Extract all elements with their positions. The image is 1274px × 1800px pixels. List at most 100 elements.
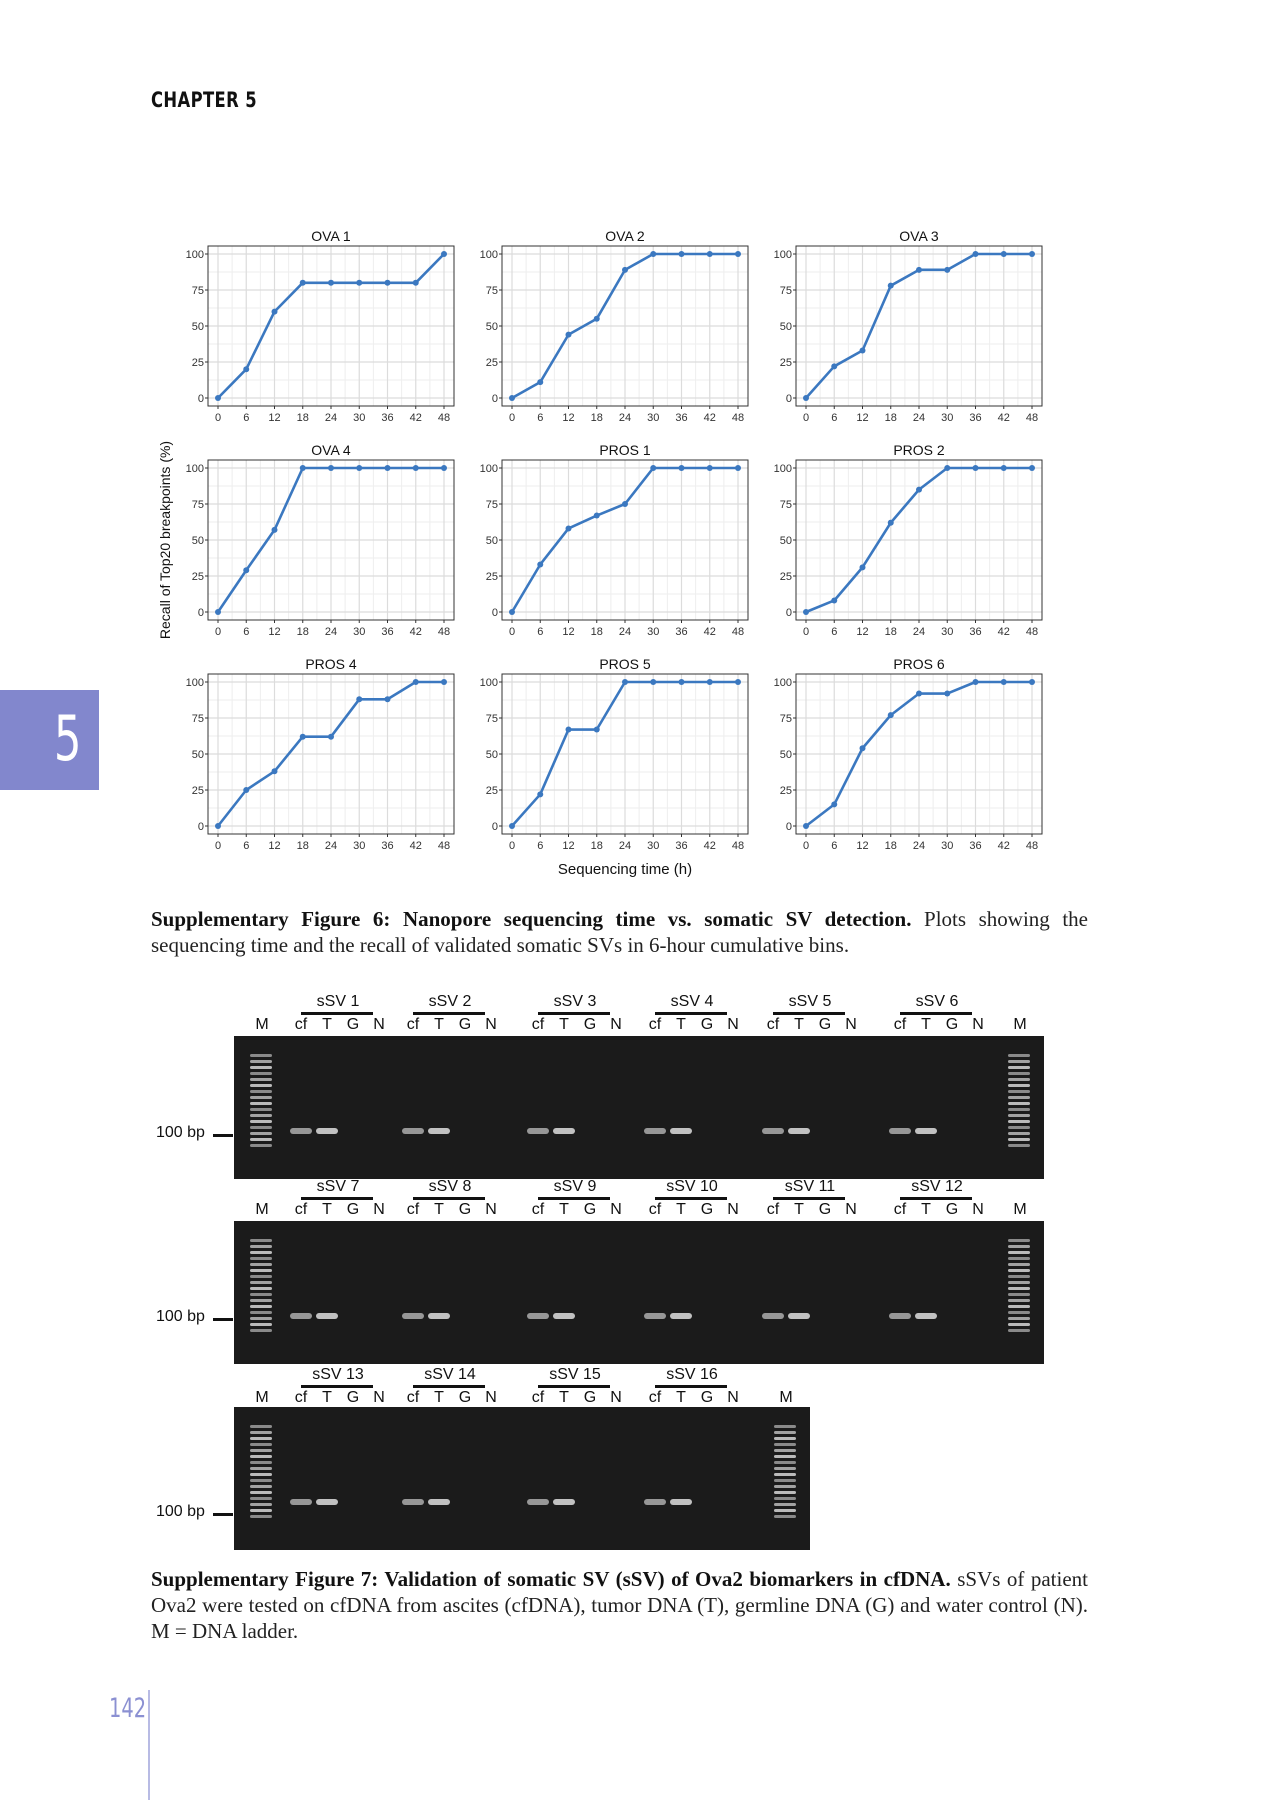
lane-label: G bbox=[458, 1016, 472, 1033]
ladder-band bbox=[250, 1461, 272, 1464]
lane-label: N bbox=[845, 1201, 857, 1218]
x-tick-label: 36 bbox=[675, 840, 687, 852]
lane-label: cf bbox=[531, 1389, 545, 1406]
x-tick-label: 12 bbox=[856, 412, 868, 424]
x-tick-label: 18 bbox=[885, 840, 897, 852]
dna-band bbox=[553, 1313, 575, 1319]
data-point bbox=[299, 279, 306, 286]
data-point bbox=[1000, 679, 1007, 685]
ladder-band bbox=[774, 1425, 796, 1428]
ladder-band bbox=[1008, 1263, 1030, 1266]
dna-band bbox=[670, 1499, 692, 1505]
x-tick-label: 6 bbox=[537, 626, 543, 638]
ladder-band bbox=[250, 1311, 272, 1314]
data-point bbox=[803, 395, 809, 401]
x-tick-label: 18 bbox=[297, 840, 309, 852]
ladder-band bbox=[1008, 1090, 1030, 1093]
x-tick-label: 18 bbox=[591, 412, 603, 424]
y-tick-label: 100 bbox=[774, 249, 792, 261]
ladder-band bbox=[250, 1317, 272, 1320]
data-point bbox=[622, 501, 628, 507]
y-tick-label: 50 bbox=[192, 321, 204, 333]
marker-label: M bbox=[255, 1201, 269, 1218]
lane-label: N bbox=[485, 1016, 497, 1033]
data-point bbox=[328, 733, 334, 740]
y-tick-label: 25 bbox=[192, 357, 204, 369]
ladder-band bbox=[250, 1431, 272, 1434]
data-point bbox=[831, 363, 838, 370]
lane-label: cf bbox=[531, 1201, 545, 1218]
figure-7-caption-text: sSVs of patient Ova2 were tested on cfDN… bbox=[151, 1567, 1088, 1643]
dna-band bbox=[889, 1128, 911, 1134]
x-tick-label: 48 bbox=[1026, 626, 1038, 638]
dna-band bbox=[644, 1499, 666, 1505]
panel-title: PROS 1 bbox=[599, 442, 651, 458]
figure-7-caption: Supplementary Figure 7: Validation of so… bbox=[151, 1566, 1088, 1644]
data-point bbox=[271, 526, 278, 533]
data-point bbox=[243, 787, 250, 793]
ssv-group-label: sSV 12 bbox=[911, 1178, 963, 1195]
data-point bbox=[972, 251, 979, 257]
x-tick-label: 0 bbox=[215, 840, 221, 852]
x-tick-label: 18 bbox=[885, 412, 897, 424]
lane-label: T bbox=[322, 1389, 332, 1406]
dna-band bbox=[527, 1499, 549, 1505]
lane-label: T bbox=[921, 1016, 931, 1033]
lane-label: G bbox=[945, 1201, 959, 1218]
lane-label: T bbox=[322, 1016, 332, 1033]
x-tick-label: 42 bbox=[704, 626, 716, 638]
data-point bbox=[565, 525, 572, 532]
figure-7-caption-bold: Supplementary Figure 7: Validation of so… bbox=[151, 1567, 951, 1591]
ladder-band bbox=[250, 1473, 272, 1476]
data-point bbox=[441, 465, 447, 471]
data-point bbox=[441, 679, 447, 685]
x-tick-label: 48 bbox=[438, 840, 450, 852]
x-axis-label: Sequencing time (h) bbox=[558, 861, 692, 878]
x-tick-label: 24 bbox=[325, 626, 337, 638]
y-tick-label: 100 bbox=[186, 249, 204, 261]
lane-label: N bbox=[972, 1016, 984, 1033]
data-point bbox=[831, 801, 838, 808]
y-tick-label: 50 bbox=[486, 749, 498, 761]
plot-border bbox=[207, 673, 455, 835]
ladder-band bbox=[250, 1102, 272, 1105]
marker-label: M bbox=[779, 1389, 793, 1406]
ssv-group-underline bbox=[301, 1197, 373, 1200]
data-point bbox=[944, 266, 951, 273]
ladder-band bbox=[1008, 1138, 1030, 1141]
dna-band bbox=[428, 1499, 450, 1505]
panel-title: PROS 6 bbox=[893, 656, 945, 672]
chapter-tab-number: 5 bbox=[53, 702, 82, 775]
lane-label: T bbox=[434, 1201, 444, 1218]
y-axis-label: Recall of Top20 breakpoints (%) bbox=[157, 441, 173, 639]
ssv-group-underline bbox=[900, 1197, 972, 1200]
data-point bbox=[916, 690, 922, 697]
x-tick-label: 36 bbox=[969, 412, 981, 424]
y-tick-label: 0 bbox=[786, 821, 792, 833]
x-tick-label: 48 bbox=[732, 626, 744, 638]
ladder-band bbox=[1008, 1329, 1030, 1332]
chapter-heading: CHAPTER 5 bbox=[151, 88, 258, 112]
dna-band bbox=[553, 1499, 575, 1505]
x-tick-label: 48 bbox=[1026, 840, 1038, 852]
x-tick-label: 6 bbox=[243, 412, 249, 424]
ssv-group-label: sSV 11 bbox=[784, 1178, 836, 1195]
ladder-band bbox=[1008, 1245, 1030, 1248]
data-point bbox=[384, 696, 391, 703]
lane-label: N bbox=[610, 1389, 622, 1406]
lane-label: N bbox=[727, 1389, 739, 1406]
dna-band bbox=[788, 1128, 810, 1134]
ladder-band bbox=[250, 1054, 272, 1057]
lane-label: cf bbox=[893, 1201, 907, 1218]
lane-label: N bbox=[845, 1016, 857, 1033]
plot-border bbox=[207, 245, 455, 407]
figure-6-caption-text: Plots showing the sequencing time and th… bbox=[151, 907, 1088, 957]
x-tick-label: 30 bbox=[941, 626, 953, 638]
lane-label: T bbox=[921, 1201, 931, 1218]
ssv-group-underline bbox=[301, 1012, 373, 1015]
x-tick-label: 0 bbox=[509, 412, 515, 424]
ladder-band bbox=[774, 1443, 796, 1446]
gel-image bbox=[234, 1036, 1044, 1179]
panel-title: PROS 5 bbox=[599, 656, 651, 672]
ladder-band bbox=[1008, 1257, 1030, 1260]
